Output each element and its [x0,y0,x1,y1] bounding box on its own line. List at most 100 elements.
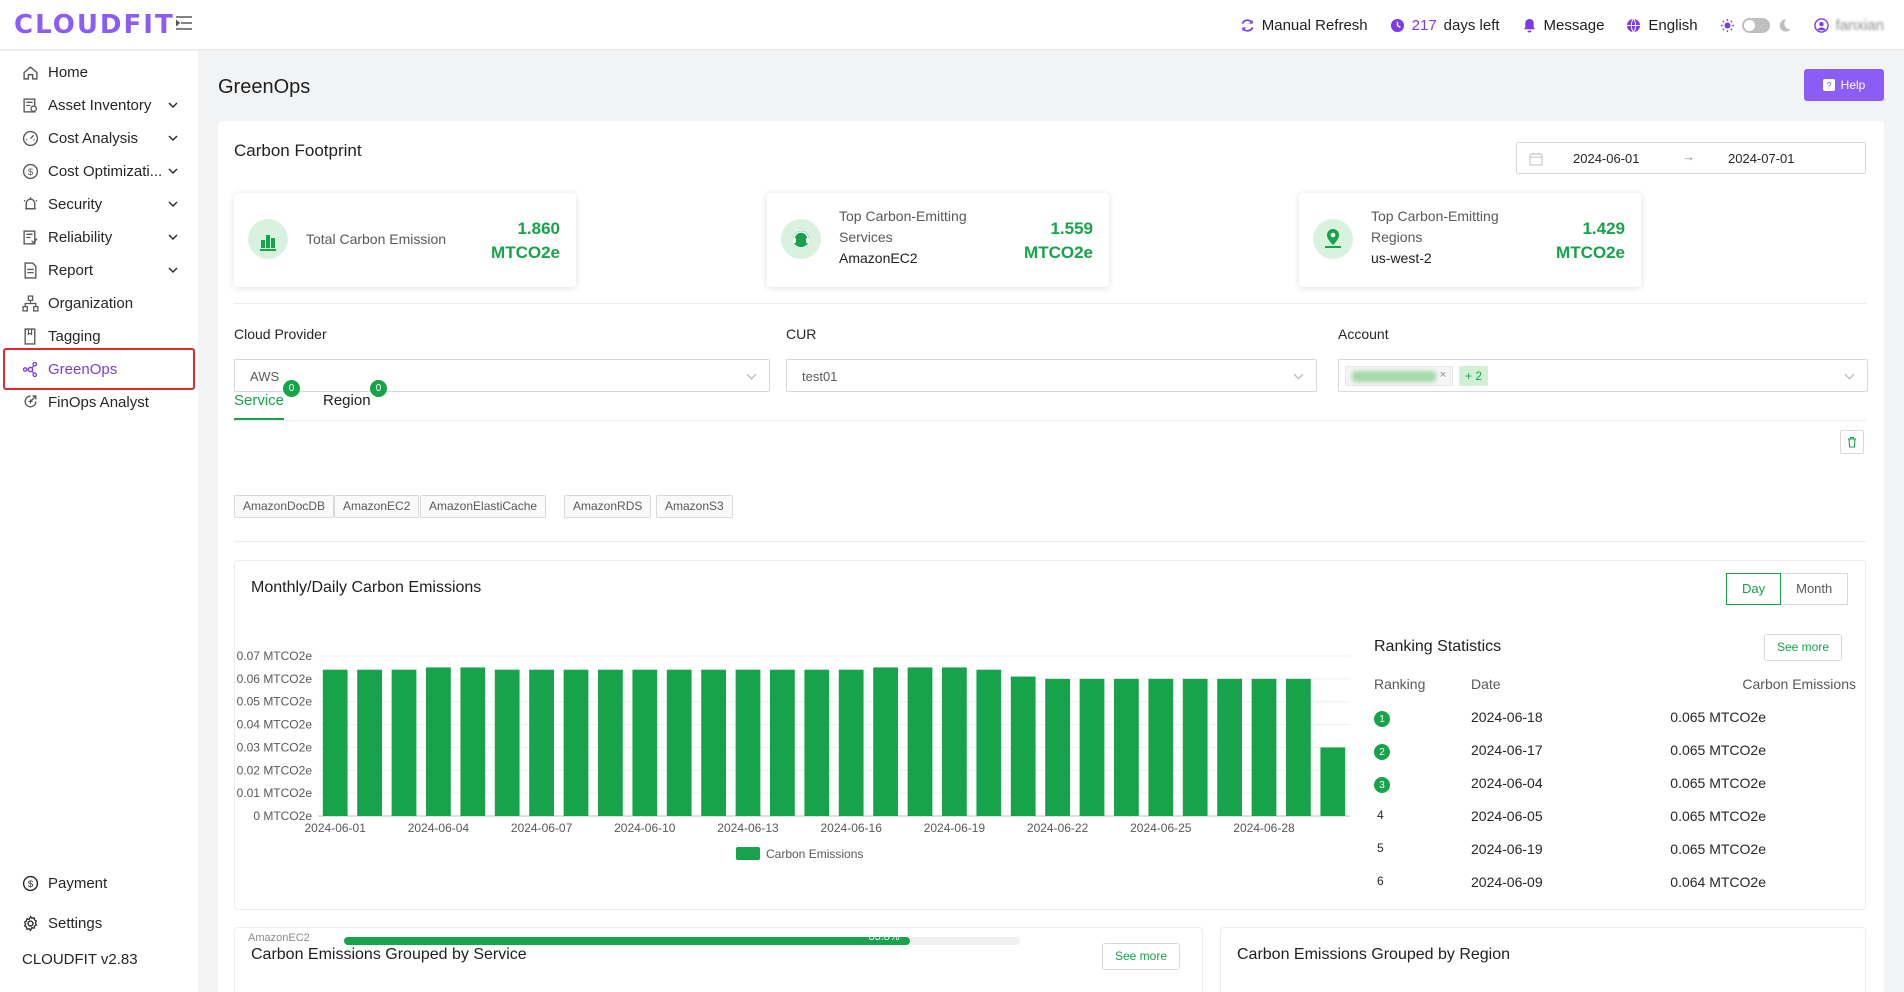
chevron-down-icon [1293,373,1304,380]
x-tick-label: 2024-06-25 [1130,821,1192,835]
asset-inventory-icon [23,97,38,113]
sidebar-item-greenops[interactable]: GreenOps [0,348,198,390]
account-chip[interactable]: × [1345,366,1453,386]
theme-switch[interactable] [1720,17,1792,33]
cloud-provider-select[interactable]: AWS [234,359,770,392]
service-see-more-button[interactable]: See more [1102,943,1181,970]
date-end[interactable]: 2024-07-01 [1728,151,1795,166]
sidebar-item-report[interactable]: Report [0,250,198,290]
stat-card: Top Carbon-Emitting Regions us-west-2 1.429… [1299,193,1641,287]
chart-bar [426,667,451,816]
tab-service[interactable]: Service [234,392,285,409]
close-icon[interactable]: × [1439,369,1446,381]
stat-label-line: Regions [1371,229,1423,245]
svg-text:$: $ [28,167,34,178]
manual-refresh-button[interactable]: Manual Refresh [1240,17,1368,34]
cur-label: CUR [786,326,817,342]
menu-toggle-icon[interactable] [176,16,192,30]
service-tag[interactable]: AmazonEC2 [334,495,420,518]
clear-filter-button[interactable] [1840,430,1864,454]
manual-refresh-label: Manual Refresh [1261,16,1368,34]
stat-label: Total Carbon Emission [306,229,446,250]
clock-icon [1390,18,1404,32]
service-tag[interactable]: AmazonDocDB [234,495,335,518]
page-title: GreenOps [218,76,311,98]
sidebar-item-reliability[interactable]: Reliability [0,217,198,257]
sidebar-item-tagging[interactable]: Tagging [0,316,198,356]
ranking-date: 2024-06-17 [1471,742,1543,758]
stat-card: Total Carbon Emission 1.860 MTCO2e [234,193,576,287]
sidebar-item-organization[interactable]: Organization [0,283,198,323]
sidebar-item-label: Home [48,63,89,81]
sidebar-item-home[interactable]: Home [0,52,198,92]
emissions-bar-chart: 0 MTCO2e 0.01 MTCO2e 0.02 MTCO2e 0.03 MTCO2… [237,649,1350,861]
cur-value: test01 [802,369,838,384]
ranking-title: Ranking Statistics [1374,638,1502,655]
sidebar-item-security[interactable]: Security [0,184,198,224]
y-tick-label: 0.02 MTCO2e [237,763,313,777]
y-tick-label: 0.06 MTCO2e [237,672,313,686]
month-button[interactable]: Month [1781,573,1849,605]
chart-bar [1320,747,1346,816]
sidebar-item-settings[interactable]: Settings [0,903,198,943]
ranking-see-more-button[interactable]: See more [1764,634,1843,661]
ranking-date: 2024-06-18 [1471,709,1543,725]
bar-chart-icon [260,235,276,251]
account-more-chip[interactable]: + 2 [1459,366,1489,386]
stat-value: 1.860 MTCO2e [491,217,560,265]
chart-bar [873,667,898,816]
top-bar: CLOUDFIT Manual Refresh 217 days left Me… [0,0,1904,50]
tab-region[interactable]: Region [323,392,371,409]
chart-bar [563,669,589,816]
ranking-number: 6 [1377,874,1384,888]
app-logo[interactable]: CLOUDFIT [14,10,175,40]
sidebar-item-label: Report [48,261,94,279]
sidebar-item-cost-analysis[interactable]: Cost Analysis [0,118,198,158]
message-label: Message [1543,16,1605,34]
theme-toggle[interactable] [1741,17,1770,33]
sidebar-item-finops-analyst[interactable]: FinOps Analyst [0,382,198,422]
y-tick-label: 0.01 MTCO2e [237,786,313,800]
help-icon: ? [1822,79,1835,91]
message-button[interactable]: Message [1522,16,1605,34]
arrow-right-icon: → [1682,149,1695,164]
stat-label-line: Services [839,229,893,245]
stat-unit: MTCO2e [1024,243,1093,262]
service-tag[interactable]: AmazonS3 [656,495,733,518]
sidebar-item-cost-optimizati[interactable]: $ Cost Optimizati... [0,151,198,191]
service-tag[interactable]: AmazonRDS [564,495,652,518]
ranking-date: 2024-06-19 [1471,841,1543,857]
account-select[interactable]: × + 2 [1338,359,1868,392]
cur-select[interactable]: test01 [786,359,1317,392]
chevron-down-icon [168,201,178,207]
date-start[interactable]: 2024-06-01 [1573,151,1640,166]
chart-bar [1182,678,1208,816]
user-name: fanxian [1835,16,1884,34]
security-icon [23,196,38,209]
day-button[interactable]: Day [1726,573,1782,605]
chevron-down-icon [168,168,178,174]
app-version: CLOUDFIT v2.83 [22,951,138,968]
chart-bar [632,669,658,816]
chart-bar [598,669,623,816]
date-range-picker[interactable]: 2024-06-01 → 2024-07-01 [1516,142,1866,174]
chart-bar [838,669,864,816]
user-menu[interactable]: fanxian [1813,16,1884,34]
x-tick-label: 2024-06-22 [1027,821,1089,835]
service-tag[interactable]: AmazonElastiCache [420,495,547,518]
tab-service-badge: 0 [283,380,300,397]
y-tick-label: 0.04 MTCO2e [237,718,313,732]
sidebar-item-asset-inventory[interactable]: Asset Inventory [0,85,198,125]
trash-icon [1848,436,1856,448]
ranking-value: 0.065 MTCO2e [1670,709,1766,725]
sidebar-item-label: Tagging [48,327,101,345]
ranking-row: 3 2024-06-04 0.065 MTCO2e [1374,775,1766,795]
stat-number: 1.429 [1582,219,1625,238]
help-button[interactable]: ? Help [1804,69,1884,101]
chart-bar [357,669,382,816]
language-selector[interactable]: English [1626,17,1698,34]
sidebar-item-payment[interactable]: $ Payment [0,863,198,903]
legend-label: Carbon Emissions [766,847,863,861]
days-left: 217 days left [1390,17,1500,34]
sidebar-item-label: Security [48,195,103,213]
